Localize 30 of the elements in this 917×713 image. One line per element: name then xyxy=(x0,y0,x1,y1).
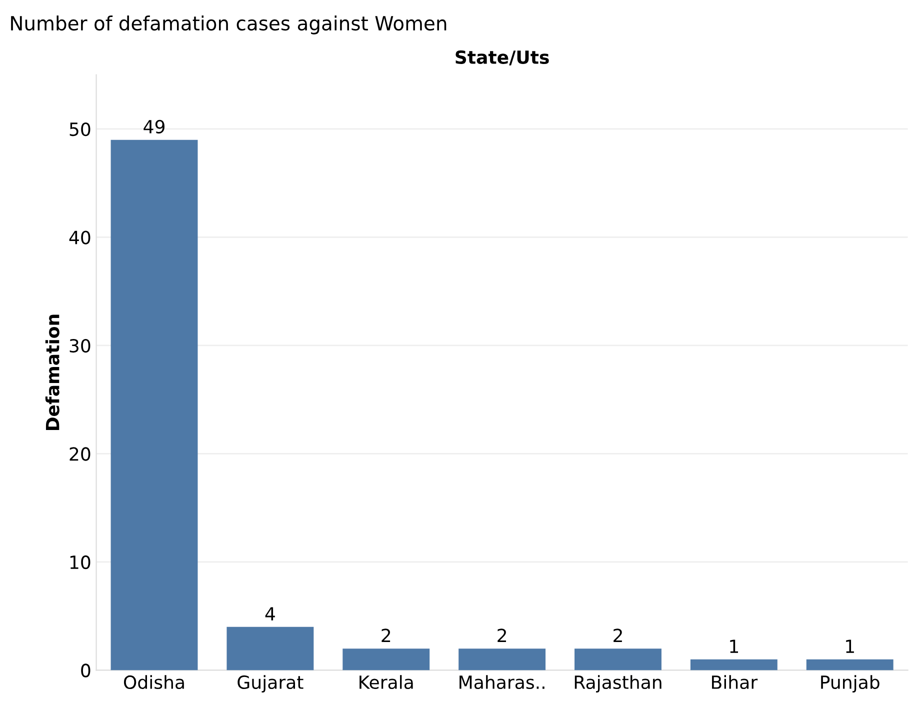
data-label: 4 xyxy=(265,607,275,620)
x-tick-label: Punjab xyxy=(821,675,880,693)
x-tick-label: Odisha xyxy=(124,675,184,690)
bar xyxy=(574,648,662,670)
data-label: 2 xyxy=(498,628,506,642)
bar xyxy=(110,140,198,670)
data-label: 1 xyxy=(846,640,854,653)
chart-title: Number of defamation cases against Women xyxy=(11,16,446,34)
x-tick-label: Rajasthan xyxy=(574,675,662,693)
y-tick-label: 40 xyxy=(69,230,90,244)
bar xyxy=(690,659,778,670)
bar xyxy=(226,626,314,670)
y-axis-title: Defamation xyxy=(45,314,60,430)
bar xyxy=(458,648,546,670)
x-axis-title: State/Uts xyxy=(456,50,549,66)
x-tick-label: Gujarat xyxy=(238,675,304,693)
x-tick-label: Kerala xyxy=(360,675,413,690)
data-label: 49 xyxy=(144,120,164,134)
data-label: 1 xyxy=(730,640,738,653)
y-tick-label: 10 xyxy=(70,555,90,570)
bar xyxy=(342,648,430,670)
y-tick-label: 0 xyxy=(81,664,90,678)
y-tick-label: 20 xyxy=(70,447,90,461)
x-tick-label: Maharas.. xyxy=(460,675,544,690)
y-tick-label: 30 xyxy=(70,338,90,353)
x-tick-label: Bihar xyxy=(712,675,758,690)
data-label: 2 xyxy=(614,628,622,642)
y-tick-label: 50 xyxy=(70,122,90,136)
bar xyxy=(806,659,894,670)
data-label: 2 xyxy=(382,628,390,642)
